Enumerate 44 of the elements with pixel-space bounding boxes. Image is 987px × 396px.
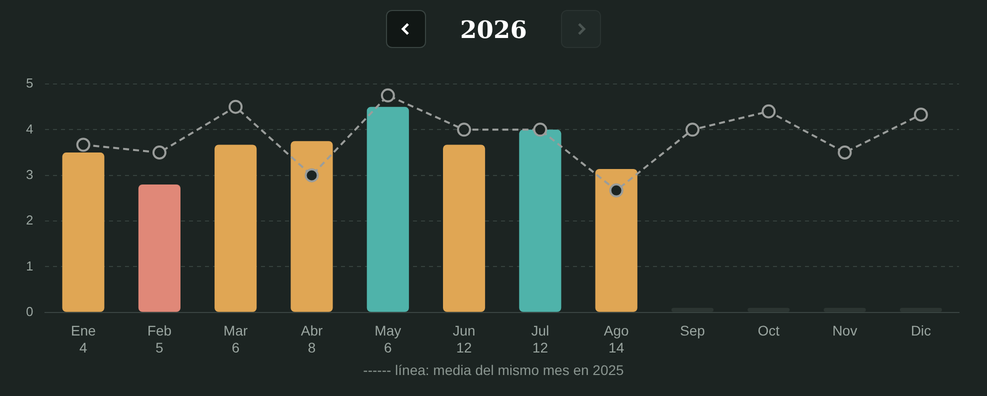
bar	[900, 308, 942, 312]
text: ------ línea: media del mismo mes en 2025	[362, 362, 625, 378]
point	[152, 146, 166, 160]
x-tick-label: Dic	[910, 322, 932, 339]
x-tick-label: Ago 14	[604, 322, 629, 356]
bar	[138, 184, 180, 312]
y-tick-label: 0	[26, 304, 34, 319]
bar	[595, 168, 638, 312]
point	[380, 88, 395, 102]
y-tick-label: 5	[26, 76, 34, 91]
x-tick-label: Jun 12	[452, 322, 476, 356]
bar	[519, 130, 562, 312]
bar	[290, 141, 333, 312]
point	[609, 183, 624, 198]
point	[533, 122, 548, 137]
point	[838, 146, 852, 160]
x-tick-label: Feb 5	[147, 322, 172, 356]
point	[228, 100, 243, 114]
x-tick-label: May 6	[374, 322, 402, 356]
bar	[62, 152, 104, 312]
y-tick-label: 2	[26, 212, 34, 228]
x-tick-label: Jul 12	[531, 322, 550, 356]
y-tick-label: 4	[26, 121, 34, 136]
point	[914, 108, 928, 122]
x-tick-label: Abr 8	[300, 322, 323, 356]
x-tick-label: Sep	[680, 322, 706, 339]
bar	[671, 308, 714, 312]
bar	[214, 144, 257, 312]
chart-title: 2026	[460, 14, 527, 44]
point	[76, 138, 90, 152]
bar	[443, 144, 486, 312]
point	[304, 168, 319, 182]
y-tick-label: 1	[26, 258, 34, 274]
x-tick-label: Oct	[758, 322, 780, 339]
x-tick-label: Nov	[832, 322, 858, 339]
bar	[748, 308, 790, 312]
point	[685, 122, 700, 137]
point	[457, 122, 472, 137]
x-tick-label: Ene 4	[70, 322, 96, 356]
bar	[366, 106, 409, 312]
bar	[824, 308, 866, 312]
point	[762, 104, 776, 118]
y-tick-label: 3	[26, 166, 34, 182]
x-tick-label: Mar 6	[224, 322, 248, 356]
